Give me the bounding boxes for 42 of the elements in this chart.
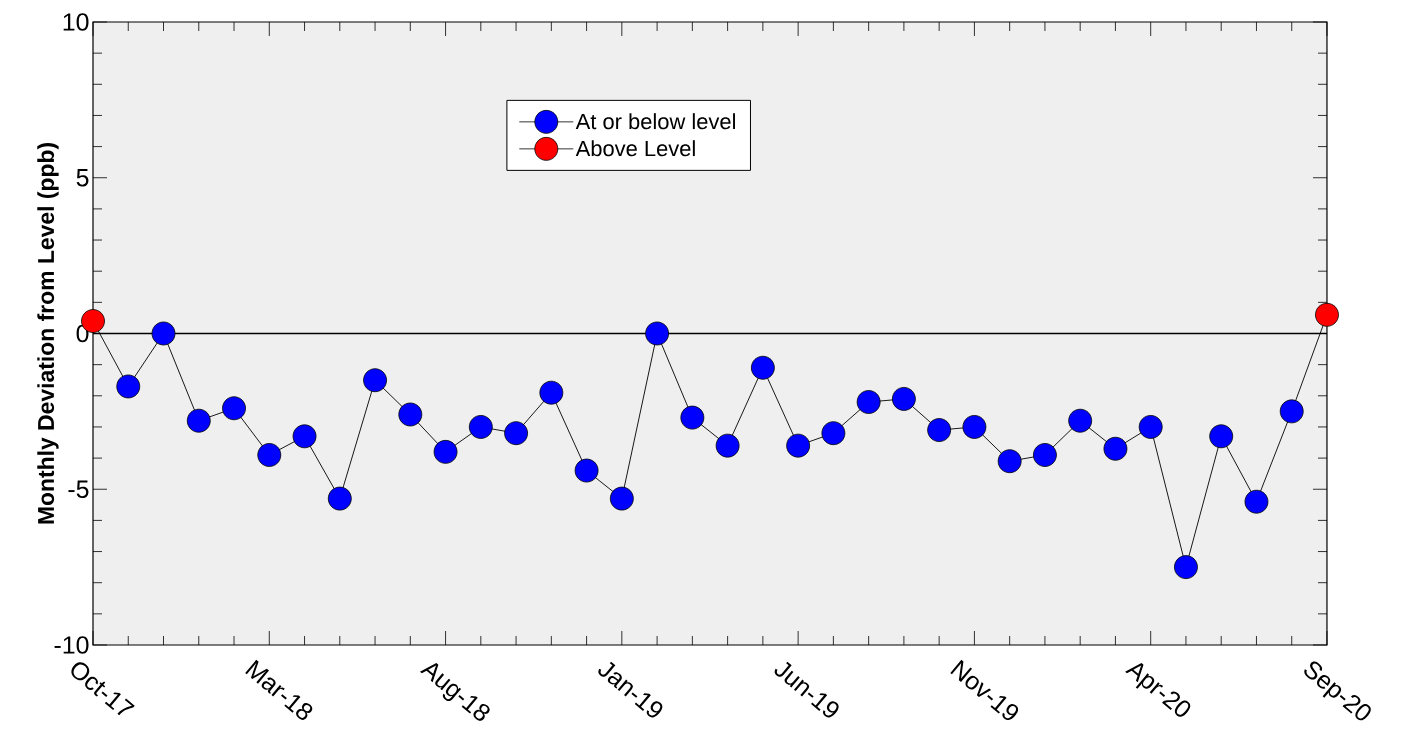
- point: [327, 486, 352, 511]
- point: [962, 415, 987, 439]
- point: [1174, 555, 1198, 580]
- point: [1068, 408, 1093, 433]
- legend-label: At or below level: [575, 113, 735, 130]
- point: [892, 387, 916, 411]
- point: [715, 433, 740, 458]
- point: [786, 433, 811, 458]
- point: [116, 374, 141, 399]
- y-tick-label: 10: [63, 13, 89, 31]
- point: [151, 321, 176, 346]
- point: [468, 415, 493, 439]
- point: [856, 390, 881, 414]
- y-tick-label: 5: [76, 169, 89, 187]
- y-tick-label: -10: [54, 636, 89, 654]
- point: [750, 355, 775, 380]
- point: [609, 486, 634, 511]
- point: [997, 449, 1022, 474]
- point: [645, 321, 669, 346]
- point: [222, 396, 246, 421]
- point: [1138, 415, 1163, 439]
- point: [821, 421, 846, 446]
- point: [927, 418, 952, 442]
- point: [504, 421, 528, 446]
- point: [574, 458, 599, 483]
- point: [1244, 489, 1269, 514]
- point: [363, 368, 387, 393]
- point: [1315, 302, 1339, 327]
- point: [539, 380, 564, 405]
- legend-label: Above Level: [575, 140, 695, 157]
- point: [292, 424, 317, 449]
- y-tick-label: -5: [68, 480, 89, 498]
- point: [1033, 443, 1057, 467]
- point: [1103, 436, 1128, 461]
- point: [186, 408, 211, 433]
- point: [257, 443, 282, 467]
- point: [680, 405, 705, 430]
- point: [1209, 424, 1234, 449]
- point: [398, 402, 423, 427]
- point: [1279, 399, 1304, 424]
- y-axis-title: Monthly Deviation from Level (ppb): [37, 143, 59, 524]
- point: [433, 439, 458, 464]
